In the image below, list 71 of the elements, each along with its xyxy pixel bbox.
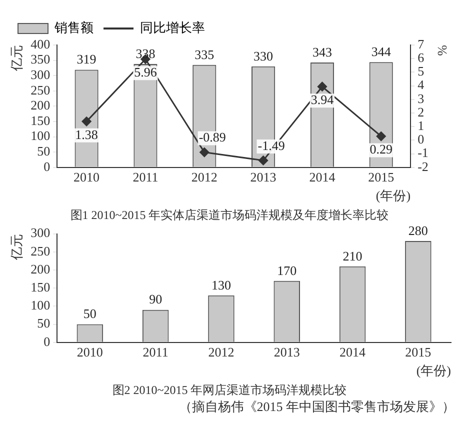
data-label: -0.89 [198, 130, 226, 145]
data-label: 343 [312, 44, 332, 60]
y-tick-label: 300 [30, 67, 50, 82]
x-axis-title: (年份) [416, 363, 451, 378]
y-tick-label: 200 [30, 98, 50, 113]
legend-label: 同比增长率 [140, 20, 205, 35]
data-label: 1.38 [75, 126, 98, 142]
y-axis-title: 亿元 [9, 234, 24, 261]
x-tick-label: 2015 [405, 344, 432, 360]
y2-tick-label: 4 [418, 77, 425, 92]
x-tick-label: 2014 [309, 170, 336, 185]
y-tick-label: 400 [30, 36, 50, 52]
y-tick-label: 0 [44, 334, 50, 349]
x-tick-label: 2014 [340, 344, 366, 360]
y-tick-label: 0 [44, 158, 50, 174]
x-tick-label: 2012 [208, 344, 234, 360]
data-label: 0.29 [370, 142, 392, 157]
data-label: 170 [277, 262, 297, 278]
y2-tick-label: 7 [418, 36, 425, 52]
point [258, 156, 268, 166]
x-tick-label: 2013 [274, 344, 300, 360]
legend-label: 销售额 [54, 20, 94, 35]
x-tick-label: 2010 [76, 344, 103, 360]
point [200, 148, 210, 158]
data-label: 319 [76, 52, 96, 67]
y-tick-label: 350 [30, 52, 50, 67]
x-tick-label: 2011 [142, 344, 168, 360]
y-tick-label: 100 [30, 298, 50, 313]
data-label: 130 [211, 277, 231, 292]
y2-tick-label: 2 [418, 104, 424, 120]
x-axis-title: (年份) [376, 188, 411, 204]
y2-tick-label: 3 [418, 90, 424, 106]
y-tick-label: 150 [30, 280, 50, 295]
x-tick-label: 2015 [368, 170, 394, 185]
x-tick-label: 2011 [132, 170, 158, 185]
y-tick-label: 100 [30, 128, 50, 144]
y-tick-label: 250 [30, 82, 50, 98]
y2-tick-label: 0 [418, 132, 424, 147]
data-label: 330 [254, 48, 274, 64]
x-tick-label: 2012 [191, 170, 218, 185]
data-label: -1.49 [258, 138, 285, 153]
text: （摘自杨伟《2015 年中国图书零售市场发展》） [178, 398, 455, 416]
y-tick-label: 150 [30, 112, 50, 128]
y-tick-label: 50 [37, 144, 50, 159]
data-label: 90 [149, 292, 162, 307]
data-label: 344 [371, 44, 392, 60]
data-label: 210 [342, 248, 362, 264]
data-label: 280 [408, 222, 428, 238]
y2-tick-label: -2 [418, 158, 428, 174]
y2-tick-label: 6 [418, 50, 425, 66]
y2-axis-title: % [434, 45, 450, 56]
x-tick-label: 2013 [250, 170, 276, 185]
point [317, 82, 327, 92]
data-label: 5.96 [134, 64, 158, 80]
y-tick-label: 250 [30, 243, 50, 258]
text: 图1 2010~2015 年实体店渠道市场码洋规模及年度增长率比较 [70, 208, 389, 222]
y-tick-label: 200 [30, 261, 50, 276]
data-label: 338 [136, 46, 156, 61]
y2-tick-label: 5 [418, 64, 424, 79]
x-tick-label: 2010 [74, 170, 100, 185]
point [82, 116, 92, 126]
y-axis-title: 亿元 [9, 45, 24, 72]
y-tick-label: 50 [37, 316, 50, 331]
data-label: 335 [194, 46, 214, 62]
text: 图2 2010~2015 年网店渠道市场码洋规模比较 [112, 382, 347, 397]
y2-tick-label: 1 [418, 118, 424, 134]
y2-tick-label: -1 [418, 145, 428, 160]
point [376, 132, 386, 142]
data-label: 50 [83, 306, 96, 322]
y-tick-label: 300 [30, 225, 50, 240]
data-label: 3.94 [310, 92, 334, 108]
